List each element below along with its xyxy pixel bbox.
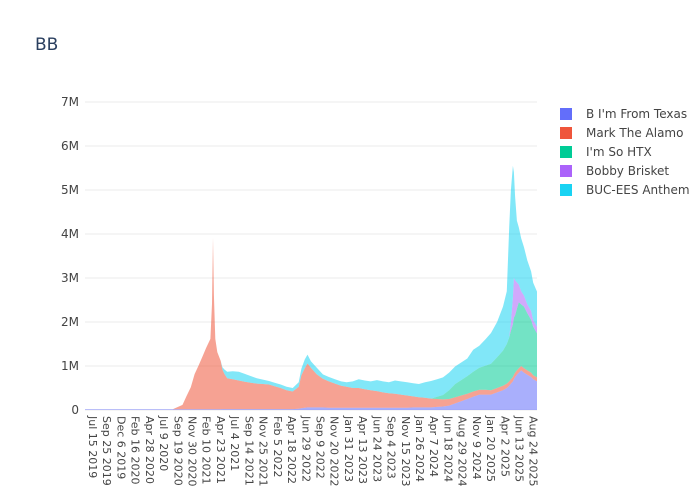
legend-label: Mark The Alamo [586, 126, 683, 140]
x-tick-label: Dec 6 2019 [114, 416, 127, 479]
x-tick-label: Nov 30 2020 [186, 416, 199, 486]
y-tick-label: 0 [71, 403, 79, 417]
legend-item[interactable]: Mark The Alamo [560, 126, 683, 140]
y-tick-label: 3M [61, 271, 79, 285]
x-tick-label: Nov 9 2024 [470, 416, 483, 479]
area-series[interactable] [85, 237, 537, 410]
x-tick-label: Apr 7 2024 [427, 416, 440, 477]
x-tick-label: Feb 5 2022 [271, 416, 284, 477]
x-tick-label: Feb 16 2020 [129, 416, 142, 484]
y-tick-label: 6M [61, 139, 79, 153]
legend-label: I'm So HTX [586, 145, 652, 159]
area-layers [85, 165, 537, 410]
x-tick-label: Sep 19 2020 [171, 416, 184, 486]
x-tick-label: Jan 31 2023 [342, 415, 355, 482]
x-tick-label: Jul 4 2021 [228, 415, 241, 471]
x-tick-label: Apr 18 2022 [285, 416, 298, 484]
y-tick-label: 5M [61, 183, 79, 197]
area-series[interactable] [85, 370, 537, 410]
legend-item[interactable]: B I'm From Texas [560, 107, 687, 121]
x-tick-label: Aug 24 2025 [527, 416, 540, 486]
legend-label: Bobby Brisket [586, 164, 669, 178]
chart-title: BB [35, 35, 58, 55]
x-tick-label: Jul 9 2020 [157, 415, 170, 471]
y-tick-label: 7M [61, 95, 79, 109]
grid-lines [85, 101, 537, 411]
legend-item[interactable]: BUC-EES Anthem [560, 183, 690, 197]
legend-swatch [560, 108, 572, 120]
legend-label: BUC-EES Anthem [586, 183, 690, 197]
x-axis-ticks: Jul 15 2019 Sep 25 2019 Dec 6 2019 Feb 16 2… [86, 415, 540, 486]
x-tick-label: Nov 25 2021 [257, 416, 270, 486]
x-tick-label: Aug 29 2024 [456, 416, 469, 486]
x-tick-label: Nov 20 2022 [328, 416, 341, 486]
x-tick-label: Sep 25 2019 [100, 416, 113, 486]
x-tick-label: Jul 15 2019 [86, 415, 99, 478]
x-tick-label: Jan 20 2025 [484, 415, 497, 482]
x-tick-label: Sep 9 2022 [314, 416, 327, 479]
legend-swatch [560, 146, 572, 158]
x-tick-label: Apr 28 2020 [143, 416, 156, 484]
y-axis-ticks: 0 1M 2M 3M 4M 5M 6M 7M [61, 95, 79, 417]
y-tick-label: 1M [61, 359, 79, 373]
legend-item[interactable]: Bobby Brisket [560, 164, 669, 178]
x-tick-label: Jun 18 2024 [441, 415, 454, 482]
x-tick-label: Jan 26 2024 [413, 415, 426, 482]
x-tick-label: Jun 24 2023 [370, 415, 383, 482]
legend-swatch [560, 127, 572, 139]
legend-swatch [560, 165, 572, 177]
y-tick-label: 2M [61, 315, 79, 329]
legend-swatch [560, 184, 572, 196]
x-tick-label: Apr 23 2021 [214, 416, 227, 484]
legend-item[interactable]: I'm So HTX [560, 145, 652, 159]
x-tick-label: Apr 13 2023 [356, 416, 369, 484]
x-tick-label: Sep 4 2023 [385, 416, 398, 479]
legend[interactable]: B I'm From Texas Mark The Alamo I'm So HTX… [560, 107, 690, 197]
x-tick-label: Apr 2 2025 [498, 416, 511, 477]
x-tick-label: Nov 15 2023 [399, 416, 412, 486]
x-tick-label: Jun 13 2025 [513, 415, 526, 482]
x-tick-label: Feb 10 2021 [200, 416, 213, 484]
legend-label: B I'm From Texas [586, 107, 687, 121]
y-tick-label: 4M [61, 227, 79, 241]
x-tick-label: Sep 14 2021 [242, 416, 255, 486]
x-tick-label: Jun 29 2022 [299, 415, 312, 482]
